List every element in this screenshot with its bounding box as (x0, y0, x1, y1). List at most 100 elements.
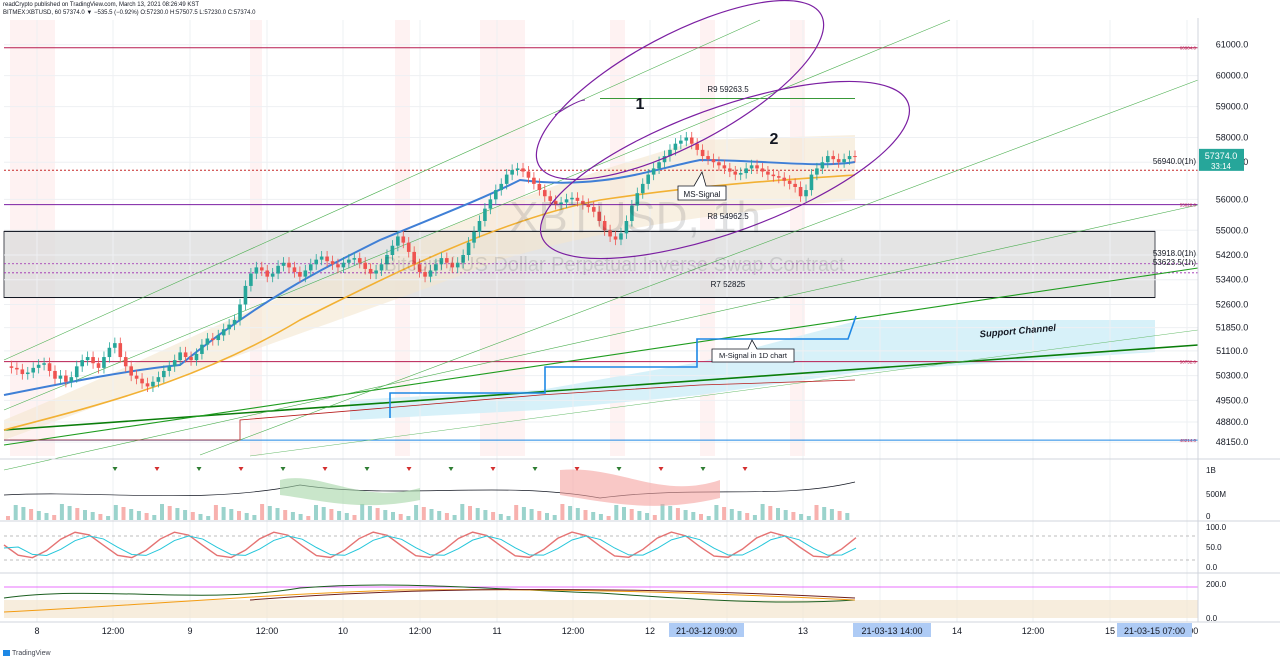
volume-bar (745, 513, 750, 520)
watermark-symbol: XBTUSD, 1h (509, 193, 761, 242)
candle-body (521, 168, 525, 172)
candle-body (42, 363, 46, 365)
oscillator-tick-label: 0.0 (1206, 563, 1218, 572)
volume-bar (160, 504, 164, 520)
candle-body (298, 272, 302, 277)
candle-body (102, 357, 106, 368)
candle-body (156, 377, 161, 382)
current-price-value: 57374.0 (1205, 151, 1238, 161)
signal-marker (490, 467, 496, 471)
candle-body (488, 199, 493, 209)
cci-tick-label: 200.0 (1206, 580, 1227, 589)
candle-body (417, 264, 422, 273)
volume-bar (706, 516, 711, 520)
candle-body (25, 372, 30, 375)
candle-body (151, 381, 155, 387)
candle-body (216, 335, 221, 341)
ms-signal-callout (677, 170, 727, 201)
volume-bar (791, 512, 796, 520)
candle-body (825, 156, 830, 163)
candle-body (597, 211, 602, 221)
candle-body (308, 264, 313, 271)
signal-marker (532, 467, 538, 471)
price-tick-label: 50300.0 (1216, 371, 1249, 381)
volume-bar (529, 509, 534, 520)
time-tick-label: 12:00 (409, 626, 432, 636)
signal-marker (238, 467, 244, 471)
volume-bar (83, 510, 87, 520)
volume-bar (837, 511, 842, 520)
signal-marker (196, 467, 202, 471)
volume-tick-label: 0 (1206, 512, 1211, 521)
candle-body (532, 177, 536, 184)
candle-body (53, 370, 57, 379)
candle-body (646, 174, 650, 184)
level-label: R8 54962.5 (707, 212, 749, 221)
candle-body (809, 174, 814, 191)
volume-bar (452, 515, 457, 520)
candle-body (537, 183, 542, 191)
candle-body (254, 267, 259, 274)
volume-cloud (280, 478, 420, 506)
candle-body (227, 324, 231, 330)
time-tick-label: 14 (952, 626, 962, 636)
volume-bar (652, 515, 657, 520)
time-tick-label: 8 (34, 626, 39, 636)
zone-layer (3, 135, 1156, 440)
volume-bar (121, 507, 126, 520)
candle-body (630, 205, 634, 221)
candle-body (815, 168, 819, 175)
candle-body (412, 251, 416, 265)
volume-bar (190, 512, 195, 520)
volume-bar (691, 512, 696, 520)
candle-body (700, 149, 705, 157)
candle-body (390, 245, 395, 256)
volume-bar (814, 505, 819, 520)
annotation-ellipse-1 (535, 0, 825, 181)
cci-ma-line (249, 589, 856, 601)
candle-body (787, 180, 792, 184)
candle-body (760, 168, 765, 172)
candle-body (515, 168, 520, 170)
time-highlight-label: 21-03-13 14:00 (861, 626, 922, 636)
volume-bar (183, 510, 188, 520)
volume-bar (421, 507, 426, 520)
candle-body (836, 159, 841, 163)
ma-orange (3, 174, 856, 431)
candle-body (58, 375, 63, 379)
volume-bar (629, 509, 634, 520)
cci-line (3, 584, 856, 603)
volume-bar (337, 511, 342, 520)
candle-body (559, 202, 563, 204)
volume-bar (206, 516, 211, 520)
volume-bar (583, 510, 588, 520)
candle-body (711, 159, 716, 163)
candle-body (211, 338, 215, 341)
volume-bar (737, 511, 742, 520)
indicator-panels-layer (0, 458, 1280, 618)
tradingview-brand[interactable]: TradingView (3, 650, 51, 657)
candle-body (385, 255, 389, 265)
volume-bar (498, 514, 503, 520)
candle-body (9, 366, 14, 368)
volume-bar (21, 507, 26, 520)
trend-line (3, 267, 1199, 446)
wave-label-1: 1 (636, 96, 645, 113)
volume-bar (822, 507, 827, 520)
level-tag: 55828.0 (1180, 203, 1197, 208)
candle-body (330, 261, 335, 265)
volume-bar (375, 508, 380, 520)
candle-body (200, 344, 204, 354)
volume-bar (437, 511, 442, 520)
candle-body (450, 262, 455, 268)
volume-bar (552, 515, 557, 520)
axis-layer: 61000.060000.059000.058000.057200.056000… (0, 18, 1280, 637)
annotation-ellipse-2 (539, 80, 911, 260)
candle-body (336, 264, 340, 268)
signal-marker (658, 467, 664, 471)
candle-body (662, 156, 667, 163)
candle-body (749, 165, 754, 169)
annotation-layer: XBTUSD, 1h Bitcoin / US Dollar Perpetual … (383, 0, 1196, 443)
volume-bar (314, 505, 318, 520)
